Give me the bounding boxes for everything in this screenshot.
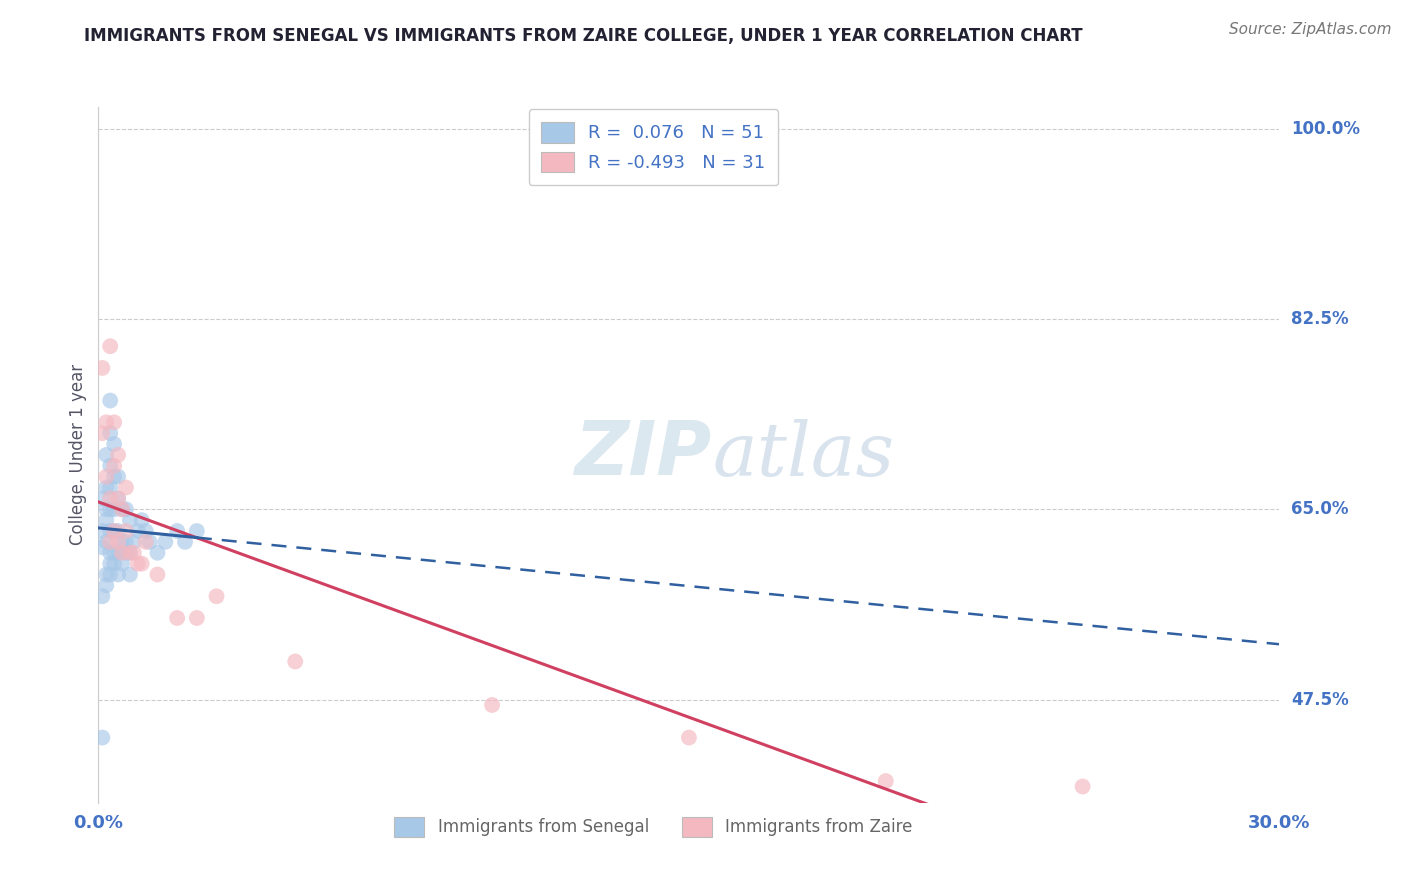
Point: [96, 469, 118, 483]
Point: [96, 415, 118, 429]
Point: [115, 524, 138, 538]
Point: [91, 731, 114, 745]
Point: [91, 541, 114, 555]
Point: [875, 774, 897, 789]
Point: [166, 611, 188, 625]
Point: [98, 393, 121, 408]
Point: [111, 502, 134, 516]
Point: [127, 557, 149, 571]
Point: [103, 458, 125, 473]
Point: [107, 469, 129, 483]
Point: [135, 524, 157, 538]
Point: [678, 731, 700, 745]
Point: [103, 557, 125, 571]
Point: [186, 611, 208, 625]
Point: [122, 534, 145, 549]
Point: [115, 481, 138, 495]
Point: [98, 524, 121, 538]
Point: [98, 557, 121, 571]
Text: 100.0%: 100.0%: [1291, 120, 1360, 137]
Point: [166, 524, 188, 538]
Point: [103, 469, 125, 483]
Point: [96, 567, 118, 582]
Point: [98, 339, 121, 353]
Point: [98, 502, 121, 516]
Point: [107, 534, 129, 549]
Point: [107, 546, 129, 560]
Text: ZIP: ZIP: [575, 418, 713, 491]
Point: [91, 360, 114, 375]
Point: [107, 448, 129, 462]
Text: IMMIGRANTS FROM SENEGAL VS IMMIGRANTS FROM ZAIRE COLLEGE, UNDER 1 YEAR CORRELATI: IMMIGRANTS FROM SENEGAL VS IMMIGRANTS FR…: [84, 27, 1083, 45]
Point: [103, 546, 125, 560]
Y-axis label: College, Under 1 year: College, Under 1 year: [69, 364, 87, 546]
Point: [96, 578, 118, 592]
Point: [174, 534, 197, 549]
Point: [135, 534, 157, 549]
Point: [131, 513, 153, 527]
Text: atlas: atlas: [713, 418, 894, 491]
Point: [1071, 780, 1094, 794]
Point: [111, 502, 134, 516]
Point: [118, 513, 141, 527]
Point: [138, 534, 160, 549]
Point: [103, 524, 125, 538]
Text: Source: ZipAtlas.com: Source: ZipAtlas.com: [1229, 22, 1392, 37]
Point: [98, 567, 121, 582]
Point: [115, 546, 138, 560]
Point: [127, 524, 149, 538]
Point: [96, 513, 118, 527]
Point: [91, 589, 114, 603]
Point: [186, 524, 208, 538]
Point: [98, 458, 121, 473]
Point: [118, 546, 141, 560]
Point: [146, 567, 169, 582]
Point: [284, 655, 307, 669]
Text: 47.5%: 47.5%: [1291, 690, 1348, 708]
Text: 65.0%: 65.0%: [1291, 500, 1348, 518]
Point: [107, 491, 129, 506]
Point: [103, 502, 125, 516]
Point: [103, 524, 125, 538]
Point: [96, 502, 118, 516]
Legend: Immigrants from Senegal, Immigrants from Zaire: Immigrants from Senegal, Immigrants from…: [388, 811, 920, 843]
Point: [96, 448, 118, 462]
Point: [107, 491, 129, 506]
Point: [155, 534, 177, 549]
Point: [107, 567, 129, 582]
Point: [98, 481, 121, 495]
Point: [131, 557, 153, 571]
Point: [111, 546, 134, 560]
Point: [481, 698, 503, 712]
Point: [103, 437, 125, 451]
Point: [91, 524, 114, 538]
Point: [96, 481, 118, 495]
Point: [146, 546, 169, 560]
Point: [107, 524, 129, 538]
Point: [111, 534, 134, 549]
Point: [118, 567, 141, 582]
Point: [98, 546, 121, 560]
Point: [98, 491, 121, 506]
Point: [103, 415, 125, 429]
Point: [96, 534, 118, 549]
Point: [115, 502, 138, 516]
Point: [122, 546, 145, 560]
Point: [205, 589, 228, 603]
Point: [98, 534, 121, 549]
Point: [115, 534, 138, 549]
Point: [111, 557, 134, 571]
Point: [98, 426, 121, 441]
Point: [118, 546, 141, 560]
Text: 82.5%: 82.5%: [1291, 310, 1348, 328]
Point: [91, 491, 114, 506]
Point: [91, 426, 114, 441]
